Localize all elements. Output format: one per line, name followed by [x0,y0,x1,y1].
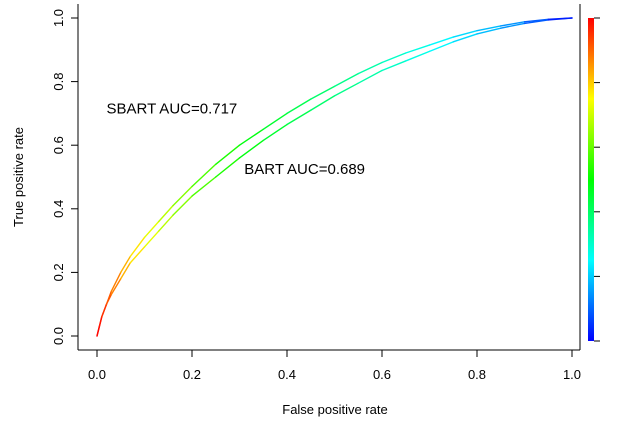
curve-segment [500,22,526,29]
roc-curve-1 [96,17,573,337]
x-tick-label: 1.0 [563,367,581,382]
x-tick-label: 0.2 [183,367,201,382]
curve-segment [333,82,359,97]
curve-segment [96,325,101,337]
y-axis: 0.0 0.2 0.4 0.6 0.8 1.0 [51,9,79,345]
curve-segment [381,52,407,64]
curve-segment [262,112,288,131]
curve-segment [191,163,217,188]
bart-auc-label: BART AUC=0.689 [244,161,365,178]
curve-segment [105,293,112,305]
curve-segment [129,236,146,258]
curve-segment [143,230,160,248]
curve-segment [158,214,174,232]
roc-curves [96,17,573,337]
curve-segment [381,60,407,72]
x-tick-label: 0.8 [468,367,486,382]
curve-segment [523,19,549,25]
y-tick-label: 0.4 [51,200,66,218]
curve-segment [172,185,193,207]
curve-segment [405,44,431,54]
curve-segment [428,41,454,53]
y-tick-label: 0.2 [51,263,66,281]
curve-segment [101,303,108,318]
curve-segment [476,25,502,32]
y-tick-label: 0.6 [51,136,66,154]
curve-segment [310,95,336,111]
sbart-auc-label: SBART AUC=0.717 [107,100,238,117]
curve-segment [98,316,103,328]
curve-segment [215,144,241,165]
curve-segment [452,33,478,43]
curve-segment [523,18,549,23]
y-tick-label: 0.0 [51,327,66,345]
curve-segment [476,27,502,35]
curve-segment [547,17,573,21]
curve-segment [310,85,336,100]
curve-segment [110,271,122,293]
x-axis: 0.0 0.2 0.4 0.6 0.8 1.0 [88,349,581,382]
curve-segment [215,157,241,178]
curve-segment [286,109,312,126]
curve-segment [286,98,312,115]
curve-segment [357,61,383,75]
curve-segment [333,72,359,88]
curve-segment [238,139,264,159]
curve-segment [120,255,131,274]
y-axis-title: True positive rate [11,127,26,227]
x-axis-title: False positive rate [282,402,388,417]
y-tick-label: 1.0 [51,9,66,27]
curve-segment [158,204,174,223]
curve-segment [405,50,431,62]
x-tick-label: 0.0 [88,367,106,382]
curve-segment [172,195,193,216]
x-tick-label: 0.4 [278,367,296,382]
curve-segment [238,128,264,146]
curve-segment [120,262,131,280]
y-tick-label: 0.8 [51,73,66,91]
x-tick-label: 0.6 [373,367,391,382]
curve-segment [357,69,383,84]
colorbar-axis: 00.20.40.60.81 [594,14,621,345]
curve-segment [452,30,478,38]
curve-segment [191,176,217,197]
curve-segment [129,246,146,264]
curve-segment [500,21,526,27]
curve-segment [110,278,122,296]
curve-segment [262,123,288,142]
curve-segment [143,220,160,239]
colorbar [588,18,594,341]
curve-segment [428,36,454,46]
